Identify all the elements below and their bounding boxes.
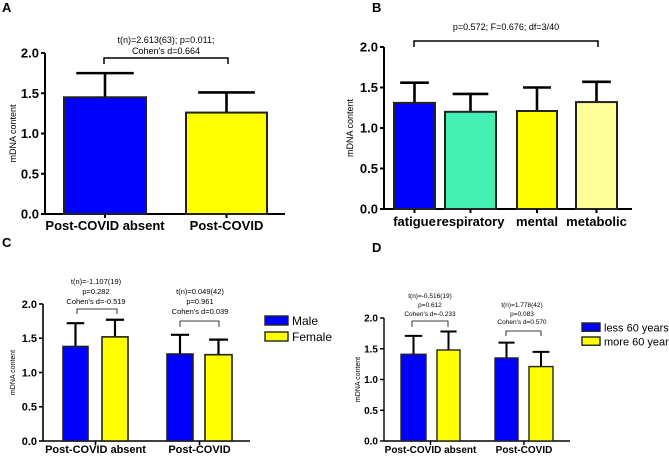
y-tick-label: 0.5 [360,161,378,176]
bar [436,349,461,442]
bar [101,336,129,442]
annotation-text: t(n)=0.049(42) [176,287,224,296]
bar [393,101,436,210]
x-tick-label: metabolic [566,214,627,229]
y-tick-label: 0.5 [21,166,39,181]
bar [166,353,194,442]
significance-bracket [411,320,449,327]
significance-bracket [179,320,220,327]
significance-bracket [505,330,542,336]
annotation-text: t(n)=2.613(63); p=0.011; [118,35,215,45]
y-tick-label: 0.5 [364,406,378,417]
panel-b: B 0.0 0.5 1.0 1.5 2.0 mDNA content fatigue respi… [345,0,632,229]
annotation-text: Cohen's d=0.039 [172,307,229,316]
legend-label: Female [292,330,332,344]
y-tick-label: 1.0 [364,375,378,386]
significance-bracket [76,308,118,314]
y-tick-label: 0.0 [360,202,378,217]
x-tick-label: Post-COVID [168,444,230,456]
significance-bracket [103,57,229,64]
annotation-text: t(n)=-1.107(19) [71,277,122,286]
bar [516,109,558,210]
bar [575,101,618,210]
panel-label: A [2,0,12,15]
annotation-text: Cohen's d=-0.233 [404,311,456,318]
annotation-text: p=0.083 [510,311,534,318]
x-tick-label: Post-COVID absent [45,444,146,456]
panel-c: C 0.0 0.5 1.0 1.5 2.0 mDNA content Post-COVID a… [2,235,332,456]
legend-swatch [581,336,601,346]
bar [62,345,89,442]
legend-label: less 60 years [604,322,669,334]
bar [185,111,268,215]
y-axis-label: mDNA content [345,98,355,157]
annotation-text: p=0.612 [418,302,442,309]
x-tick-label: Post-COVID [190,218,264,233]
y-tick-label: 2.0 [360,40,378,55]
panel-label: D [372,240,381,255]
y-tick-label: 2.0 [22,299,37,311]
annotation-text: p=0.961 [186,297,213,306]
y-axis-label: mDNA content [8,104,18,163]
bar [528,365,554,442]
panel-label: B [372,0,381,15]
x-tick-label: Post-COVID absent [385,445,477,456]
y-axis-label: mDNA content [355,357,362,402]
bar [444,110,497,210]
x-tick-label: Post-COVID [496,445,553,456]
legend-swatch [264,331,289,342]
x-tick-label: Post-COVID absent [45,218,165,233]
y-tick-label: 1.5 [22,333,37,345]
legend-label: more 60 years [604,336,669,348]
legend-swatch [581,322,601,332]
x-tick-label: respiratory [437,214,506,229]
annotation-text: p=0.282 [82,287,109,296]
panel-d: D 0.0 0.5 1.0 1.5 2.0 mDNA content Post-COVID a… [355,240,669,456]
annotation-text: t(n)=-0.516(19) [408,293,452,300]
annotation-text: t(n)=1.778(42) [501,302,542,309]
y-tick-label: 1.0 [22,367,37,379]
annotation-text: p=0.572; F=0.676; df=3/40 [453,22,559,32]
y-tick-label: 2.0 [364,314,378,325]
legend-swatch [264,315,289,326]
bar [204,353,233,442]
significance-bracket [413,40,599,47]
y-tick-label: 1.5 [364,344,378,355]
y-tick-label: 1.0 [21,126,39,141]
x-tick-label: mental [516,214,558,229]
y-tick-label: 0.5 [22,402,37,414]
y-tick-label: 2.0 [21,46,39,61]
y-tick-label: 1.5 [21,86,39,101]
legend-label: Male [292,314,318,328]
bar [400,353,427,442]
y-tick-label: 1.0 [360,121,378,136]
y-tick-label: 0.0 [21,207,39,222]
panel-label: C [2,235,12,250]
x-tick-label: fatigue [393,214,436,229]
annotation-text: Cohen's d=-0.519 [66,297,125,306]
y-tick-label: 1.5 [360,80,378,95]
annotation-text: Cohen's d=0.570 [497,319,547,326]
bar [494,357,519,442]
y-tick-label: 0.0 [22,436,37,448]
y-axis-label: mDNA content [10,350,17,395]
panel-a: A 0.0 0.5 1.0 1.5 2.0 mDNA content Post-COVID a… [2,0,285,233]
bar [63,96,147,215]
annotation-text: Cohen's d=0.664 [132,46,200,56]
y-tick-label: 0.0 [364,437,378,448]
